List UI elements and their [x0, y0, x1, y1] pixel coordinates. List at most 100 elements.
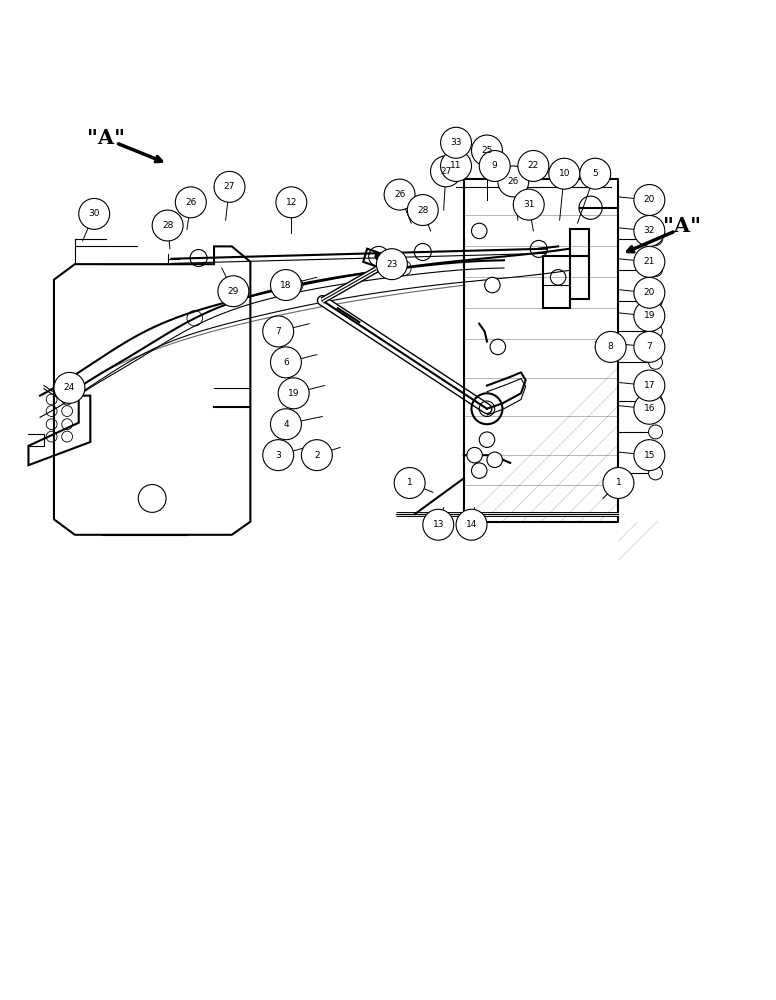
Circle shape [634, 393, 665, 424]
Circle shape [634, 370, 665, 401]
Circle shape [271, 347, 301, 378]
Circle shape [634, 331, 665, 362]
Circle shape [649, 294, 663, 307]
Circle shape [472, 135, 502, 166]
Text: 25: 25 [481, 146, 493, 155]
Circle shape [472, 223, 487, 239]
Text: 13: 13 [432, 520, 444, 529]
Circle shape [431, 156, 462, 187]
Text: 27: 27 [223, 182, 235, 191]
Circle shape [214, 171, 245, 202]
Circle shape [263, 316, 293, 347]
Text: 12: 12 [286, 198, 297, 207]
Circle shape [549, 158, 580, 189]
Text: 21: 21 [643, 257, 655, 266]
Text: 32: 32 [643, 226, 655, 235]
Circle shape [580, 158, 611, 189]
Text: "A": "A" [663, 216, 701, 236]
Text: 1: 1 [407, 478, 413, 487]
Circle shape [394, 468, 425, 498]
Text: 29: 29 [227, 287, 239, 296]
Text: 27: 27 [440, 167, 452, 176]
Circle shape [634, 246, 665, 277]
Text: 9: 9 [492, 161, 497, 170]
Circle shape [649, 232, 663, 246]
Text: 24: 24 [64, 383, 75, 392]
Text: "A": "A" [87, 128, 125, 148]
Text: 1: 1 [615, 478, 622, 487]
Circle shape [263, 440, 293, 471]
Text: 2: 2 [314, 451, 320, 460]
Circle shape [54, 372, 85, 403]
Circle shape [467, 447, 483, 463]
Text: 17: 17 [643, 381, 655, 390]
Circle shape [276, 187, 307, 218]
Text: 11: 11 [450, 161, 462, 170]
Circle shape [634, 440, 665, 471]
Circle shape [456, 509, 487, 540]
Text: 31: 31 [523, 200, 535, 209]
Circle shape [441, 151, 472, 181]
Circle shape [218, 276, 249, 307]
Text: 6: 6 [283, 358, 289, 367]
Circle shape [649, 263, 663, 277]
Circle shape [634, 185, 665, 215]
Text: 23: 23 [386, 260, 397, 269]
Circle shape [441, 127, 472, 158]
Circle shape [376, 249, 407, 280]
Text: 19: 19 [288, 389, 300, 398]
Circle shape [152, 210, 183, 241]
Circle shape [497, 166, 528, 197]
Circle shape [78, 198, 109, 229]
Circle shape [595, 331, 626, 362]
Text: 26: 26 [394, 190, 405, 199]
Circle shape [175, 187, 206, 218]
Circle shape [301, 440, 332, 471]
Text: 16: 16 [643, 404, 655, 413]
Text: 5: 5 [592, 169, 598, 178]
Text: 7: 7 [275, 327, 281, 336]
Text: 28: 28 [162, 221, 173, 230]
Circle shape [271, 270, 301, 301]
Circle shape [649, 466, 663, 480]
Text: 10: 10 [559, 169, 570, 178]
Text: 3: 3 [275, 451, 281, 460]
Circle shape [649, 394, 663, 408]
Text: 28: 28 [417, 206, 428, 215]
Circle shape [279, 378, 309, 409]
Circle shape [472, 463, 487, 478]
Text: 15: 15 [643, 451, 655, 460]
Circle shape [407, 195, 438, 226]
Circle shape [384, 179, 415, 210]
Text: 4: 4 [283, 420, 289, 429]
Circle shape [634, 215, 665, 246]
Text: 8: 8 [608, 342, 614, 351]
Circle shape [375, 253, 383, 260]
Circle shape [634, 301, 665, 331]
Text: 30: 30 [88, 209, 100, 218]
Circle shape [513, 189, 544, 220]
Circle shape [480, 151, 510, 181]
Text: 20: 20 [643, 195, 655, 204]
Text: 19: 19 [643, 311, 655, 320]
Circle shape [649, 425, 663, 439]
Text: 26: 26 [185, 198, 196, 207]
Text: 22: 22 [528, 161, 539, 170]
Circle shape [480, 432, 495, 447]
Circle shape [271, 409, 301, 440]
Circle shape [485, 277, 500, 293]
Circle shape [490, 339, 505, 355]
Text: 26: 26 [508, 177, 519, 186]
Circle shape [649, 324, 663, 338]
Circle shape [634, 277, 665, 308]
Text: 7: 7 [646, 342, 652, 351]
Circle shape [423, 509, 454, 540]
Circle shape [518, 151, 549, 181]
Text: 20: 20 [643, 288, 655, 297]
Text: 33: 33 [450, 138, 462, 147]
Circle shape [487, 452, 502, 468]
Circle shape [649, 355, 663, 369]
Circle shape [603, 468, 634, 498]
Text: 14: 14 [466, 520, 477, 529]
Text: 18: 18 [280, 281, 292, 290]
